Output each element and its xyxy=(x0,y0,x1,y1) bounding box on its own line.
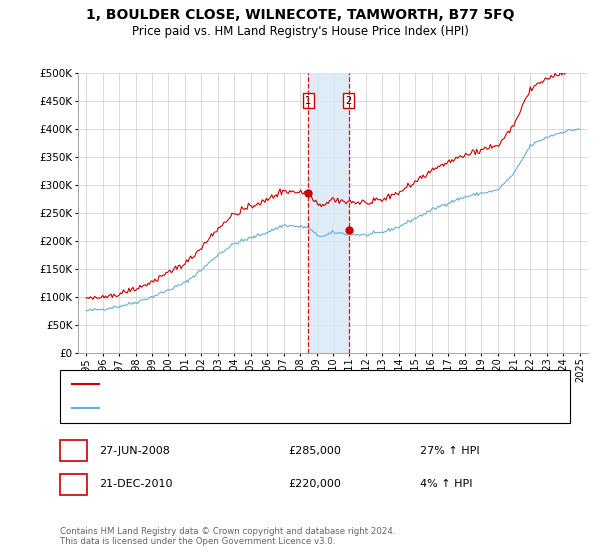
Text: 1, BOULDER CLOSE, WILNECOTE, TAMWORTH, B77 5FQ: 1, BOULDER CLOSE, WILNECOTE, TAMWORTH, B… xyxy=(86,8,514,22)
Text: £220,000: £220,000 xyxy=(288,479,341,489)
Text: 1: 1 xyxy=(70,446,77,456)
Text: £285,000: £285,000 xyxy=(288,446,341,456)
Text: 27-JUN-2008: 27-JUN-2008 xyxy=(99,446,170,456)
Text: 1: 1 xyxy=(305,96,311,106)
Text: 27% ↑ HPI: 27% ↑ HPI xyxy=(420,446,479,456)
Bar xyxy=(308,73,349,353)
Text: 4% ↑ HPI: 4% ↑ HPI xyxy=(420,479,473,489)
Text: 2: 2 xyxy=(346,96,352,106)
Text: HPI: Average price, detached house, Tamworth: HPI: Average price, detached house, Tamw… xyxy=(105,403,338,413)
Text: 1, BOULDER CLOSE, WILNECOTE, TAMWORTH, B77 5FQ (detached house): 1, BOULDER CLOSE, WILNECOTE, TAMWORTH, B… xyxy=(105,379,470,389)
Text: Price paid vs. HM Land Registry's House Price Index (HPI): Price paid vs. HM Land Registry's House … xyxy=(131,25,469,38)
Text: 21-DEC-2010: 21-DEC-2010 xyxy=(99,479,173,489)
Text: 2: 2 xyxy=(70,479,77,489)
Text: Contains HM Land Registry data © Crown copyright and database right 2024.
This d: Contains HM Land Registry data © Crown c… xyxy=(60,526,395,546)
